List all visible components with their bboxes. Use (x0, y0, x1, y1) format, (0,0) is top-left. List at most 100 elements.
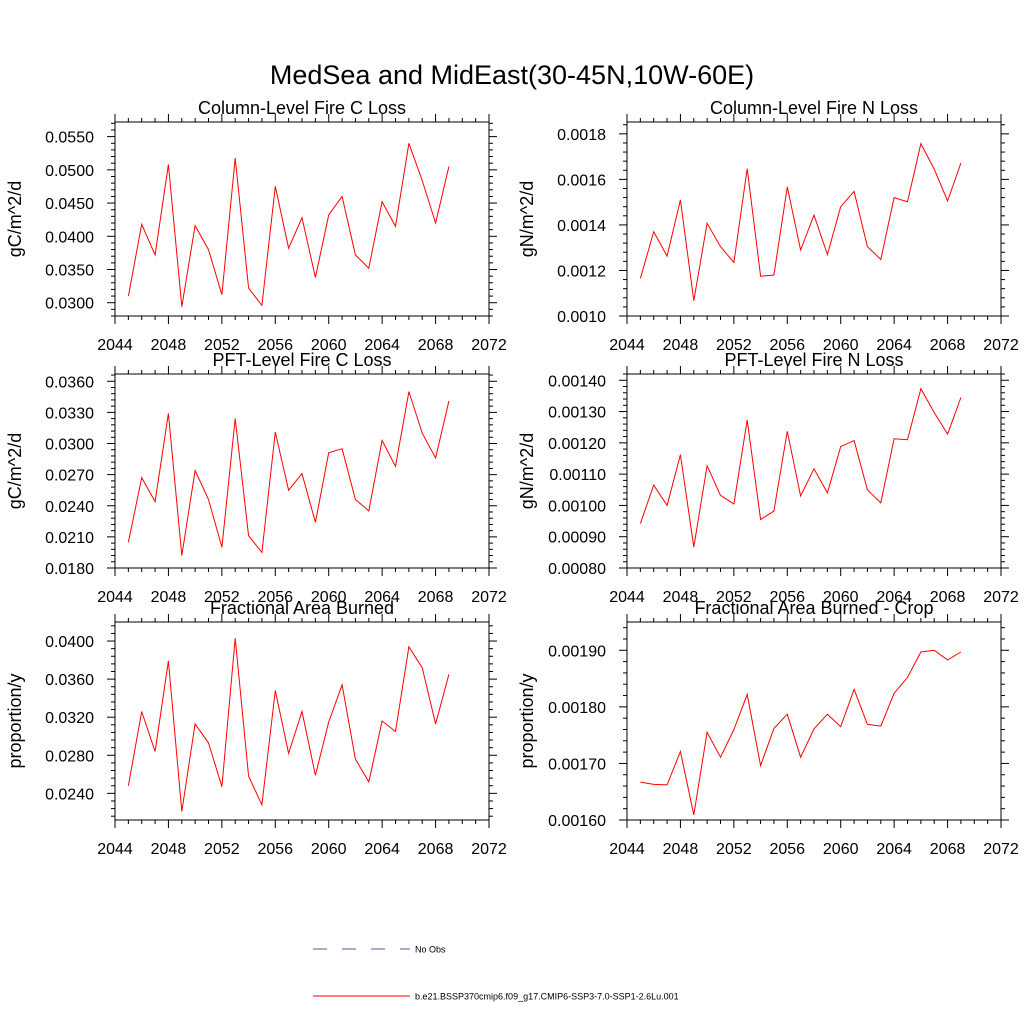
y-tick-label: 0.0450 (45, 196, 94, 213)
plot-frame (114, 621, 490, 821)
legend-label-no-obs: No Obs (415, 945, 446, 955)
chart-panel-1: 2044 2048 2052 2056 2060 2064 2068 2072 0.0300 0.… (5, 98, 507, 354)
series-line (127, 638, 450, 812)
y-tick-label: 0.00110 (549, 467, 606, 484)
y-tick-label: 0.0300 (45, 296, 94, 313)
x-tick-label: 2060 (823, 589, 859, 606)
y-axis-label: gC/m^2/d (5, 433, 25, 509)
y-tick-label: 0.0400 (45, 229, 94, 246)
legend: No Obs b.e21.BSSP370cmip6.f09_g17.CMIP6-… (313, 945, 679, 1002)
legend-label-run: b.e21.BSSP370cmip6.f09_g17.CMIP6-SSP3-7.… (415, 992, 679, 1002)
x-tick-label: 2044 (609, 337, 645, 354)
y-tick-label: 0.0240 (45, 786, 94, 803)
y-tick-label: 0.0280 (45, 748, 94, 765)
y-tick-label: 0.0320 (45, 710, 94, 727)
y-tick-label: 0.0360 (45, 672, 94, 689)
x-tick-label: 2048 (151, 337, 187, 354)
y-tick-label: 0.0350 (45, 262, 94, 279)
x-tick-label: 2064 (876, 337, 912, 354)
x-tick-label: 2048 (663, 337, 699, 354)
x-tick-label: 2060 (823, 841, 859, 858)
x-tick-label: 2064 (364, 841, 400, 858)
figure-title: MedSea and MidEast(30-45N,10W-60E) (270, 60, 754, 90)
x-tick-label: 2052 (204, 841, 240, 858)
y-tick-label: 0.00160 (548, 813, 606, 830)
series-line (127, 391, 450, 556)
x-tick-label: 2052 (204, 337, 240, 354)
x-tick-label: 2068 (930, 589, 966, 606)
x-tick-label: 2048 (663, 841, 699, 858)
y-tick-label: 0.0010 (557, 309, 606, 326)
y-tick-label: 0.00100 (548, 498, 606, 515)
panel-title: PFT-Level Fire C Loss (212, 350, 391, 370)
x-tick-label: 2052 (204, 589, 240, 606)
series-line (127, 143, 450, 307)
x-tick-label: 2044 (609, 589, 645, 606)
y-tick-label: 0.0360 (45, 374, 94, 391)
chart-panel-4: 2044 2048 2052 2056 2060 2064 2068 2072 0.00080 0… (517, 350, 1019, 606)
y-tick-label: 0.0210 (45, 530, 94, 547)
y-tick-label: 0.0018 (557, 127, 606, 144)
x-tick-label: 2068 (930, 841, 966, 858)
x-tick-label: 2056 (257, 337, 293, 354)
chart-panel-2: 2044 2048 2052 2056 2060 2064 2068 2072 0.0010 0.… (517, 98, 1019, 354)
y-tick-label: 0.0330 (45, 405, 94, 422)
x-tick-label: 2056 (257, 841, 293, 858)
x-tick-label: 2052 (716, 337, 752, 354)
x-tick-label: 2072 (471, 589, 507, 606)
x-tick-label: 2060 (311, 337, 347, 354)
x-tick-label: 2060 (311, 841, 347, 858)
y-axis-label: gN/m^2/d (517, 181, 537, 257)
y-tick-label: 0.00170 (548, 756, 606, 773)
x-tick-label: 2072 (983, 589, 1019, 606)
x-tick-label: 2072 (471, 337, 507, 354)
x-tick-label: 2072 (983, 337, 1019, 354)
y-tick-label: 0.00090 (548, 530, 606, 547)
chart-panel-5: 2044 2048 2052 2056 2060 2064 2068 2072 0.0240 0.… (5, 598, 507, 858)
y-axis-label: gN/m^2/d (517, 433, 537, 509)
x-tick-label: 2064 (876, 589, 912, 606)
y-axis-label: gC/m^2/d (5, 181, 25, 257)
x-tick-label: 2064 (876, 841, 912, 858)
x-tick-label: 2044 (97, 589, 133, 606)
plot-frame (626, 621, 1002, 821)
x-tick-label: 2064 (364, 337, 400, 354)
x-tick-label: 2044 (609, 841, 645, 858)
y-tick-label: 0.0180 (45, 561, 94, 578)
y-tick-label: 0.0300 (45, 437, 94, 454)
series-line (639, 387, 962, 548)
x-tick-label: 2056 (769, 589, 805, 606)
x-tick-label: 2072 (471, 841, 507, 858)
x-tick-label: 2068 (418, 337, 454, 354)
x-tick-label: 2068 (418, 841, 454, 858)
panel-title: PFT-Level Fire N Loss (724, 350, 903, 370)
x-tick-label: 2068 (930, 337, 966, 354)
x-tick-label: 2056 (257, 589, 293, 606)
y-tick-label: 0.0012 (557, 263, 606, 280)
y-tick-label: 0.00080 (548, 561, 606, 578)
plot-frame (114, 373, 490, 569)
x-tick-label: 2052 (716, 841, 752, 858)
x-tick-label: 2056 (769, 841, 805, 858)
x-tick-label: 2068 (418, 589, 454, 606)
panels: 2044 2048 2052 2056 2060 2064 2068 2072 0.0300 0.… (5, 98, 1019, 858)
y-tick-label: 0.00120 (548, 436, 606, 453)
x-tick-label: 2052 (716, 589, 752, 606)
x-tick-label: 2044 (97, 337, 133, 354)
x-tick-label: 2060 (311, 589, 347, 606)
y-tick-label: 0.0550 (45, 130, 94, 147)
x-tick-label: 2064 (364, 589, 400, 606)
y-tick-label: 0.00140 (548, 373, 606, 390)
x-tick-label: 2044 (97, 841, 133, 858)
y-tick-label: 0.00190 (548, 643, 606, 660)
y-tick-label: 0.0014 (557, 218, 606, 235)
panel-title: Column-Level Fire N Loss (710, 98, 918, 118)
y-tick-label: 0.00130 (548, 405, 606, 422)
x-tick-label: 2072 (983, 841, 1019, 858)
series-line (640, 649, 962, 816)
x-tick-label: 2048 (663, 589, 699, 606)
y-tick-label: 0.0400 (45, 634, 94, 651)
y-tick-label: 0.0270 (45, 468, 94, 485)
y-tick-label: 0.0500 (45, 163, 94, 180)
